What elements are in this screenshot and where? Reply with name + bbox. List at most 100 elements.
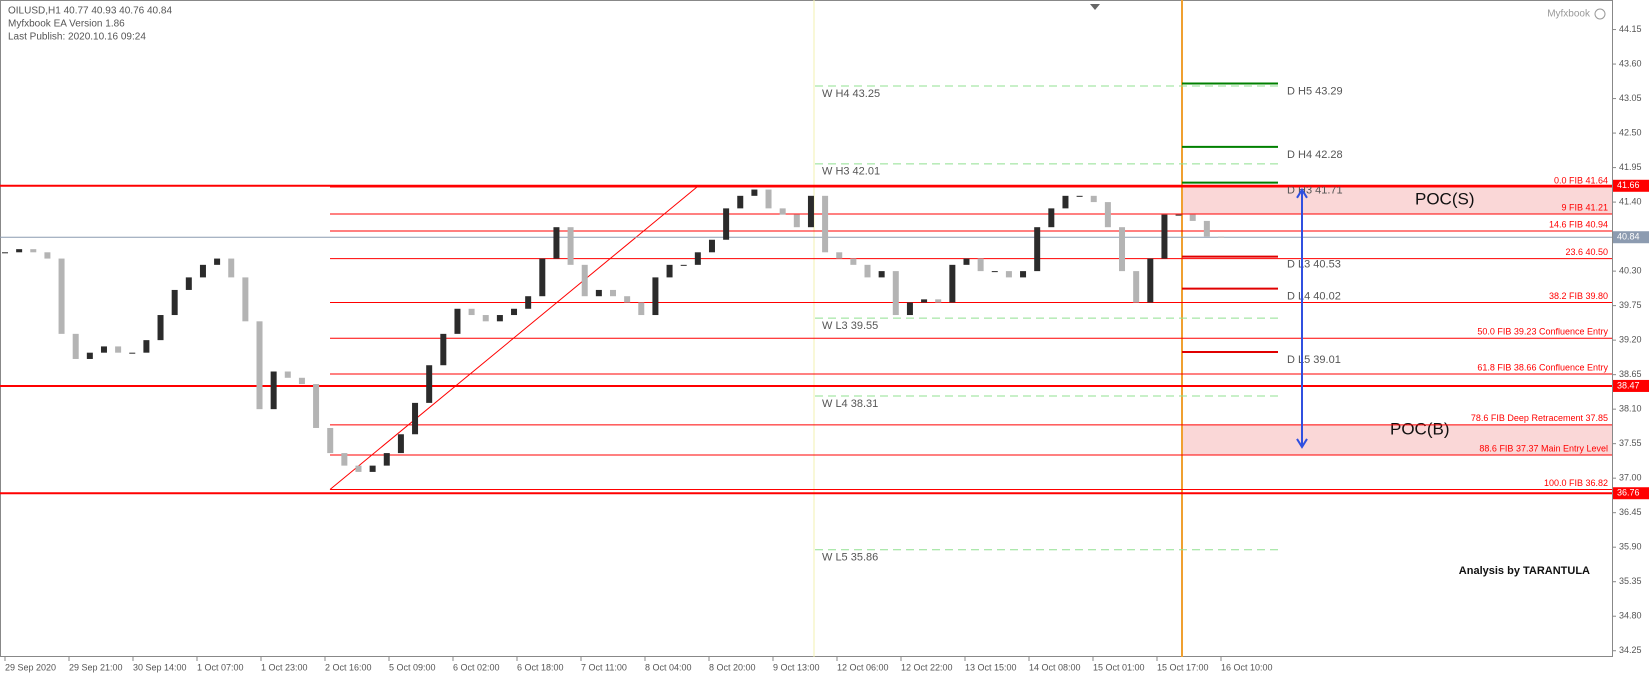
x-tick-label: 9 Oct 13:00 [773,662,820,672]
x-tick-label: 7 Oct 11:00 [581,662,627,672]
daily-label: D L5 39.01 [1287,354,1341,366]
candle [751,189,758,196]
y-tick-label: 37.00 [1619,473,1642,483]
candle [115,346,122,353]
candle [30,249,37,253]
x-tick-label: 8 Oct 20:00 [709,662,756,672]
candle [157,315,164,341]
candle [822,195,829,253]
y-tick-label: 40.30 [1619,265,1642,275]
x-tick-label: 2 Oct 16:00 [325,662,372,672]
poc-label: POC(S) [1415,189,1475,208]
fib-label: 14.6 FIB 40.94 [1549,219,1608,229]
candle [1005,271,1012,278]
candle [369,465,376,472]
x-tick-label: 12 Oct 06:00 [837,662,889,672]
candle [199,264,206,278]
candle [991,271,998,273]
candle [468,308,475,316]
fib-label: 100.0 FIB 36.82 [1544,478,1608,488]
candle [482,315,489,322]
fib-label: 78.6 FIB Deep Retracement 37.85 [1471,413,1608,423]
candle [397,434,404,454]
fib-label: 0.0 FIB 41.64 [1554,175,1608,185]
candle [836,252,843,259]
price-tag-label: 41.66 [1617,180,1640,190]
x-tick-label: 6 Oct 02:00 [453,662,500,672]
version: Myfxbook EA Version 1.86 [8,19,125,30]
candle [906,302,913,316]
x-tick-label: 29 Sep 21:00 [69,662,123,672]
candle [624,296,631,303]
y-tick-label: 41.95 [1619,162,1642,172]
candle [1189,214,1196,221]
arrow-head [1296,187,1308,199]
daily-label: D H5 43.29 [1287,85,1343,97]
annotation: Analysis by TARANTULA [1459,565,1590,577]
candle [892,271,899,316]
x-tick-label: 5 Oct 09:00 [389,662,436,672]
candle [638,302,645,316]
y-tick-label: 42.50 [1619,127,1642,137]
candle [1034,227,1041,272]
y-tick-label: 41.40 [1619,196,1642,206]
candle [100,346,107,353]
x-tick-label: 14 Oct 08:00 [1029,662,1081,672]
x-tick-label: 1 Oct 23:00 [261,662,308,672]
weekly-label: W L5 35.86 [822,552,878,564]
candle [935,299,942,303]
candle [284,371,291,378]
y-tick-label: 34.25 [1619,645,1642,655]
x-tick-label: 1 Oct 07:00 [197,662,244,672]
candle [708,239,715,253]
candle [779,208,786,215]
candle [1161,214,1168,259]
y-tick-label: 35.90 [1619,542,1642,552]
candle [143,340,150,353]
candle [1104,202,1111,228]
price-tag [1613,379,1649,392]
candle [963,258,970,265]
candle [242,277,249,322]
published: Last Publish: 2020.10.16 09:24 [8,32,146,43]
fib-label: 23.6 40.50 [1565,247,1608,257]
candle [1218,236,1224,238]
weekly-label: W L3 39.55 [822,320,878,332]
candle [327,427,334,454]
candle [86,352,93,359]
poc-zone [1182,424,1612,455]
candle [1203,220,1210,237]
price-tag-label: 36.76 [1617,488,1640,498]
candle [2,252,8,254]
candle [72,333,79,359]
candle [298,377,305,385]
candle [1048,208,1055,228]
weekly-label: W H3 42.01 [822,166,880,178]
y-tick-label: 44.15 [1619,24,1642,34]
candle [1090,195,1097,203]
candle [595,289,602,297]
candle [567,227,574,265]
x-tick-label: 29 Sep 2020 [5,662,56,672]
candle [539,258,546,297]
candle [610,289,616,297]
price-tag-label: 38.47 [1617,380,1640,390]
fib-label: 38.2 FIB 39.80 [1549,291,1608,301]
poc-label: POC(B) [1390,419,1450,438]
y-tick-label: 37.55 [1619,438,1642,448]
y-tick-label: 43.60 [1619,58,1642,68]
candle [680,264,687,266]
arrow-head [1296,438,1308,449]
fib-label: 9 FIB 41.21 [1561,202,1608,212]
fib-label: 88.6 FIB 37.37 Main Entry Level [1479,443,1608,453]
candle [977,258,984,272]
candle [1119,227,1126,272]
candle [737,195,744,209]
candle [1175,214,1182,216]
candle [765,189,772,209]
plot-frame [0,0,1613,657]
candle [666,264,673,278]
y-tick-label: 38.65 [1619,369,1642,379]
candle [511,308,518,316]
